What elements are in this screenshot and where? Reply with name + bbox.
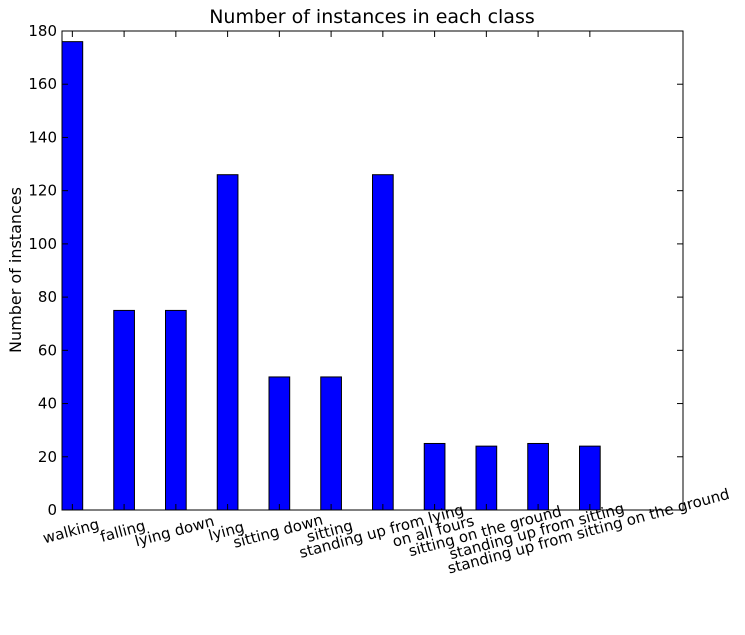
- bar-10: [527, 442, 549, 511]
- bar-1: [61, 41, 84, 511]
- bar-2: [113, 309, 135, 511]
- bar-4: [216, 174, 239, 511]
- y-tick-label: 120: [28, 182, 57, 200]
- y-tick-label: 20: [38, 448, 57, 466]
- bar-11: [579, 445, 601, 511]
- axes-frame: [61, 30, 684, 511]
- bar-8: [423, 442, 446, 511]
- chart-title: Number of instances in each class: [209, 6, 535, 28]
- plot-area: 020406080100120140160180walkingfallingly…: [28, 22, 731, 578]
- bar-3: [165, 309, 187, 511]
- x-tick-label: walking: [41, 515, 101, 547]
- bar-9: [475, 445, 498, 511]
- y-tick-label: 60: [38, 341, 57, 359]
- y-tick-label: 100: [28, 235, 57, 253]
- bar-6: [320, 376, 342, 511]
- bar-7: [372, 174, 394, 511]
- bar-5: [268, 376, 291, 511]
- x-tick-label: lying down: [133, 512, 216, 550]
- y-tick-label: 180: [28, 22, 57, 40]
- y-tick-label: 0: [47, 501, 57, 519]
- y-axis-title: Number of instances: [6, 187, 25, 353]
- y-tick-label: 40: [38, 395, 57, 413]
- y-tick-label: 140: [28, 128, 57, 146]
- y-tick-label: 80: [38, 288, 57, 306]
- y-tick-label: 160: [28, 75, 57, 93]
